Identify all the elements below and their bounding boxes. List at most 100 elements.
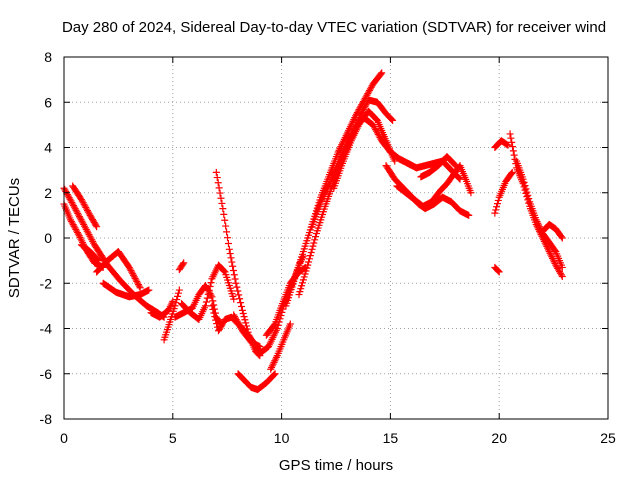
data-point	[546, 249, 554, 257]
data-point	[210, 301, 218, 309]
data-point	[239, 310, 247, 318]
data-point	[209, 305, 217, 313]
data-point	[507, 134, 515, 142]
data-point	[302, 267, 310, 275]
data-point	[238, 306, 246, 314]
data-point	[237, 303, 245, 311]
data-point	[303, 264, 311, 272]
data-point	[224, 234, 232, 242]
data-point	[533, 218, 541, 226]
y-tick-label: 8	[44, 49, 52, 65]
x-tick-label: 25	[600, 430, 616, 446]
data-point	[226, 250, 234, 258]
chart-title: Day 280 of 2024, Sidereal Day-to-day VTE…	[62, 19, 606, 36]
data-point	[225, 245, 233, 253]
data-point	[73, 208, 81, 216]
data-point	[521, 182, 529, 190]
y-tick-label: 0	[44, 230, 52, 246]
data-point	[132, 276, 140, 284]
data-point	[295, 291, 303, 299]
data-point	[240, 313, 248, 321]
data-point	[269, 360, 277, 368]
data-point	[129, 270, 137, 278]
data-point	[493, 200, 501, 208]
data-point	[85, 210, 93, 218]
data-point	[212, 316, 220, 324]
data-point	[203, 294, 211, 302]
data-point	[256, 343, 264, 351]
y-tick-label: -4	[40, 321, 53, 337]
data-point	[131, 274, 139, 282]
data-point	[70, 203, 78, 211]
data-point	[126, 265, 134, 273]
data-point	[208, 302, 216, 310]
data-point	[378, 69, 386, 77]
data-point	[306, 252, 314, 260]
y-tick-label: -8	[40, 411, 53, 427]
y-tick-label: -2	[40, 275, 53, 291]
data-point	[534, 219, 542, 227]
data-point	[74, 230, 82, 238]
data-point	[94, 256, 102, 264]
data-point	[242, 319, 250, 327]
data-point	[204, 290, 212, 298]
data-point	[224, 239, 232, 247]
grid	[64, 57, 608, 419]
data-point	[558, 263, 566, 271]
data-point	[286, 320, 294, 328]
data-point	[297, 285, 305, 293]
data-point	[494, 196, 502, 204]
data-point	[557, 271, 565, 279]
data-point	[308, 245, 316, 253]
data-point	[267, 365, 275, 373]
data-point	[504, 141, 512, 149]
data-point	[388, 115, 396, 123]
data-point	[522, 185, 530, 193]
data-point	[174, 289, 182, 297]
data-point	[68, 198, 76, 206]
data-point	[234, 287, 242, 295]
data-point	[492, 206, 500, 214]
data-point	[465, 211, 473, 219]
data-point	[129, 271, 137, 279]
x-tick-label: 20	[491, 430, 507, 446]
data-point	[70, 202, 78, 210]
data-point	[305, 258, 313, 266]
data-points	[60, 69, 566, 394]
data-point	[311, 236, 319, 244]
data-point	[230, 295, 238, 303]
data-point	[558, 272, 566, 280]
y-tick-label: 2	[44, 185, 52, 201]
data-point	[509, 143, 517, 151]
data-point	[93, 223, 101, 231]
data-point	[71, 205, 79, 213]
data-point	[75, 213, 83, 221]
data-point	[494, 267, 502, 275]
data-point	[145, 286, 153, 294]
data-point	[210, 309, 218, 317]
data-point	[511, 155, 519, 163]
y-tick-label: -6	[40, 366, 53, 382]
data-point	[296, 288, 304, 296]
y-tick-label: 6	[44, 94, 52, 110]
data-point	[268, 362, 276, 370]
data-point	[307, 248, 315, 256]
data-point	[270, 321, 278, 329]
data-point	[205, 286, 213, 294]
data-point	[298, 279, 306, 287]
data-point	[493, 203, 501, 211]
data-point	[216, 189, 224, 197]
axis-ticks: 0 5 10 15 20 25 -8 -6 -4 -2 0 2 4 6 8	[40, 49, 616, 446]
data-point	[235, 291, 243, 299]
data-point	[215, 184, 223, 192]
data-point	[312, 233, 320, 241]
data-point	[270, 358, 278, 366]
data-point	[310, 239, 318, 247]
data-point	[229, 262, 237, 270]
data-point	[467, 189, 475, 197]
data-point	[491, 209, 499, 217]
data-point	[173, 296, 181, 304]
data-point	[206, 282, 214, 290]
data-point	[218, 199, 226, 207]
